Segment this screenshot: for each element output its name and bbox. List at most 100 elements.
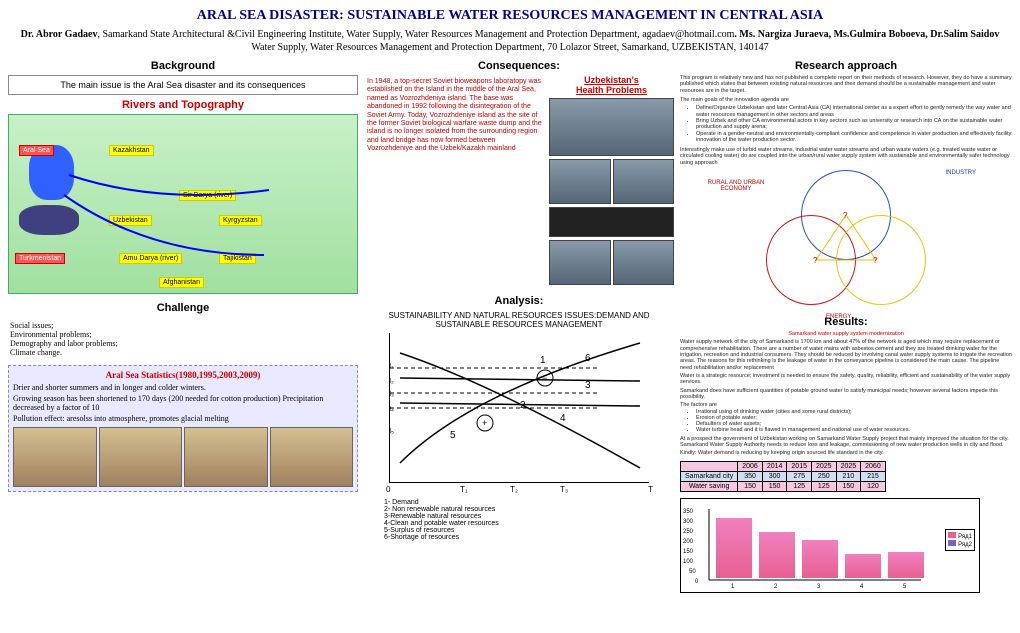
mid-column: Consequences: In 1948, a top-secret Sovi… <box>364 60 674 593</box>
legend-item: 2- Non renewable natural resources <box>384 506 654 513</box>
legend-item: 4-Clean and potable water resources <box>384 520 654 527</box>
author-affil-2: Water Supply, Water Resources Management… <box>251 42 768 53</box>
tbl-year: 2015 <box>787 461 812 471</box>
results-p2: Water is a strategic resource; investmen… <box>680 373 1012 386</box>
tbl-cell: 150 <box>738 481 763 491</box>
tbl-cell: 350 <box>738 471 763 481</box>
axis-t2: T₂ <box>510 485 518 494</box>
svg-text:50: 50 <box>689 569 696 575</box>
results-table: 2006 2014 2015 2025 2025 2060 Samarkand … <box>680 461 886 492</box>
factor-item: Water turbine head and it is flawed in m… <box>696 427 1012 433</box>
sat-1980 <box>13 427 97 487</box>
results-p5: Kindly: Water demand is reducing by keep… <box>680 450 1012 456</box>
authors: Dr. Abror Gadaev, Samarkand State Archit… <box>0 28 1020 60</box>
analysis-sub: SUSTAINABILITY AND NATURAL RESOURCES ISS… <box>364 311 674 329</box>
legend-item: 3-Renewable natural resources <box>384 513 654 520</box>
svg-text:3: 3 <box>585 380 591 391</box>
venn-industry: INDUSTRY <box>945 170 976 176</box>
svg-text:N₄: N₄ <box>390 406 394 413</box>
challenge-item: Social issues; <box>10 321 356 330</box>
research-goals-hdr: The main goals of the innovation agenda … <box>680 97 1012 103</box>
tbl-year: 2006 <box>738 461 763 471</box>
right-column: Research approach This program is relati… <box>680 60 1012 593</box>
rivers-hdr: Rivers and Topography <box>8 99 358 111</box>
svg-text:?: ? <box>873 256 878 265</box>
research-note: Interestingly make use of turbid water s… <box>680 147 1012 166</box>
svg-text:2: 2 <box>520 400 526 411</box>
svg-text:N₃: N₃ <box>390 391 394 398</box>
stats-line: Pollution effect: aresolss into atmosphe… <box>13 414 353 423</box>
sat-1995 <box>99 427 183 487</box>
svg-text:N₅: N₅ <box>390 428 394 435</box>
svg-text:N₁: N₁ <box>390 363 394 370</box>
svg-text:4: 4 <box>560 413 566 424</box>
bar-legend: Ряд1 Ряд2 <box>945 529 975 551</box>
results-factors: Irrational using of drinking water (citi… <box>680 409 1012 434</box>
svg-text:?: ? <box>843 211 848 220</box>
health-photo <box>613 240 675 285</box>
background-hdr: Background <box>8 60 358 72</box>
legend-item: 6-Shortage of resources <box>384 534 654 541</box>
tbl-cell: 125 <box>787 481 812 491</box>
tbl-year: 2025 <box>836 461 861 471</box>
map-label-sir: Sir Darya (river) <box>179 190 236 201</box>
svg-text:0: 0 <box>695 579 699 585</box>
svg-text:?: ? <box>813 256 818 265</box>
map-label-taj: Tajikistan <box>219 253 256 264</box>
challenge-list: Social issues; Environmental problems; D… <box>8 317 358 361</box>
goal-item: Define/Organize Uzbekistan and later Cen… <box>696 105 1012 118</box>
consequences-hdr: Consequences: <box>364 60 674 72</box>
health-photo <box>549 159 611 204</box>
results-bar-chart: 350 300 250 200 150 100 50 0 1 2 3 4 5 Р… <box>680 498 980 593</box>
tbl-cell: 300 <box>762 471 787 481</box>
tbl-cell: 120 <box>861 481 886 491</box>
stats-hdr: Aral Sea Statistics(1980,1995,2003,2009) <box>13 370 353 380</box>
svg-text:6: 6 <box>585 353 591 364</box>
axis-tend: T <box>648 485 653 494</box>
tbl-row-lbl: Samarkand city <box>681 471 738 481</box>
author-coauthors: . Ms. Nargiza Juraeva, Ms.Gulmira Boboev… <box>734 29 999 40</box>
axis-t3: T₃ <box>560 485 568 494</box>
analysis-hdr: Analysis: <box>364 295 674 307</box>
map-label-amu: Amu Darya (river) <box>119 253 182 264</box>
tbl-cell: 210 <box>836 471 861 481</box>
tbl-row-lbl: Water saving <box>681 481 738 491</box>
health-photo <box>549 98 674 156</box>
stats-line: Drier and shorter summers and in longer … <box>13 383 353 392</box>
tbl-year: 2060 <box>861 461 886 471</box>
results-sub: Samarkand water supply system modernizat… <box>680 331 1012 337</box>
challenge-item: Demography and labor problems; <box>10 339 356 348</box>
uzb-health-hdr: Uzbekistan'sHealth Problems <box>549 75 674 95</box>
research-hdr: Research approach <box>680 60 1012 72</box>
legend-item: 5-Surplus of resources <box>384 527 654 534</box>
svg-text:150: 150 <box>683 549 694 555</box>
health-photo <box>549 207 674 237</box>
map-label-kyr: Kyrgyzstan <box>219 215 262 226</box>
venn-diagram: ? ? ? INDUSTRY RURAL AND URBAN ECONOMY E… <box>756 170 936 310</box>
results-p3: Samarkand does have sufficient quantitie… <box>680 388 1012 401</box>
svg-text:1: 1 <box>540 355 546 366</box>
satellite-images <box>13 427 353 487</box>
tbl-cell: 150 <box>836 481 861 491</box>
tbl-cell: 215 <box>861 471 886 481</box>
research-goals: Define/Organize Uzbekistan and later Cen… <box>680 105 1012 143</box>
challenge-item: Climate change. <box>10 348 356 357</box>
svg-text:200: 200 <box>683 539 694 545</box>
svg-text:5: 5 <box>450 430 456 441</box>
stats-line: Growing season has been shortened to 170… <box>13 394 353 412</box>
health-photo <box>613 159 675 204</box>
venn-energy: ENERGY <box>826 314 851 320</box>
sat-2009 <box>270 427 354 487</box>
tbl-cell: 125 <box>811 481 836 491</box>
topography-map: Aral Sea Kazakhstan Sir Darya (river) Uz… <box>8 114 358 294</box>
analysis-graph: + − 1 2 3 4 5 6 N₁ N₂ N₃ N₄ N₅ 0 T₁ T₂ T… <box>389 333 649 483</box>
sat-2003 <box>184 427 268 487</box>
venn-economy: RURAL AND URBAN ECONOMY <box>706 180 766 192</box>
poster-title: ARAL SEA DISASTER: SUSTAINABLE WATER RES… <box>0 0 1020 28</box>
tbl-cell: 250 <box>811 471 836 481</box>
tbl-year: 2025 <box>811 461 836 471</box>
results-p1: Water supply network of the city of Sama… <box>680 339 1012 371</box>
tbl-cell: 150 <box>762 481 787 491</box>
svg-text:350: 350 <box>683 509 694 515</box>
axis-x0: 0 <box>386 485 390 494</box>
